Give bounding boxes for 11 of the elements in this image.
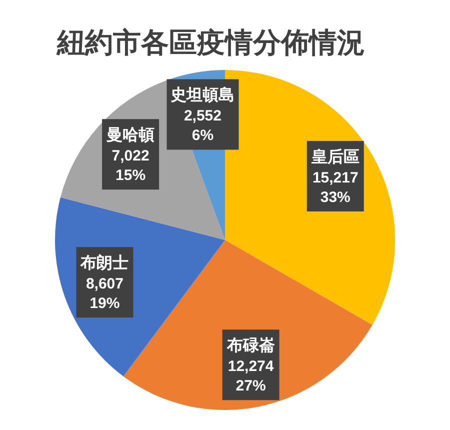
slice-label: 史坦頓島 <box>170 86 235 104</box>
slice-label: 布碌崙 <box>226 336 275 355</box>
slice-label: 布朗士 <box>80 253 129 272</box>
data-label: 7,022 15% <box>112 148 150 184</box>
slice-label: 皇后區 <box>310 148 360 166</box>
title: 紐約市各區疫情分佈情況 <box>57 27 365 58</box>
data-label: 15,217 33% <box>312 169 358 206</box>
data-label: 8,607 19% <box>86 276 124 312</box>
slice-label: 曼哈頓 <box>106 126 155 144</box>
data-label: 2,552 6% <box>184 108 222 144</box>
data-label: 12,274 27% <box>228 358 274 395</box>
